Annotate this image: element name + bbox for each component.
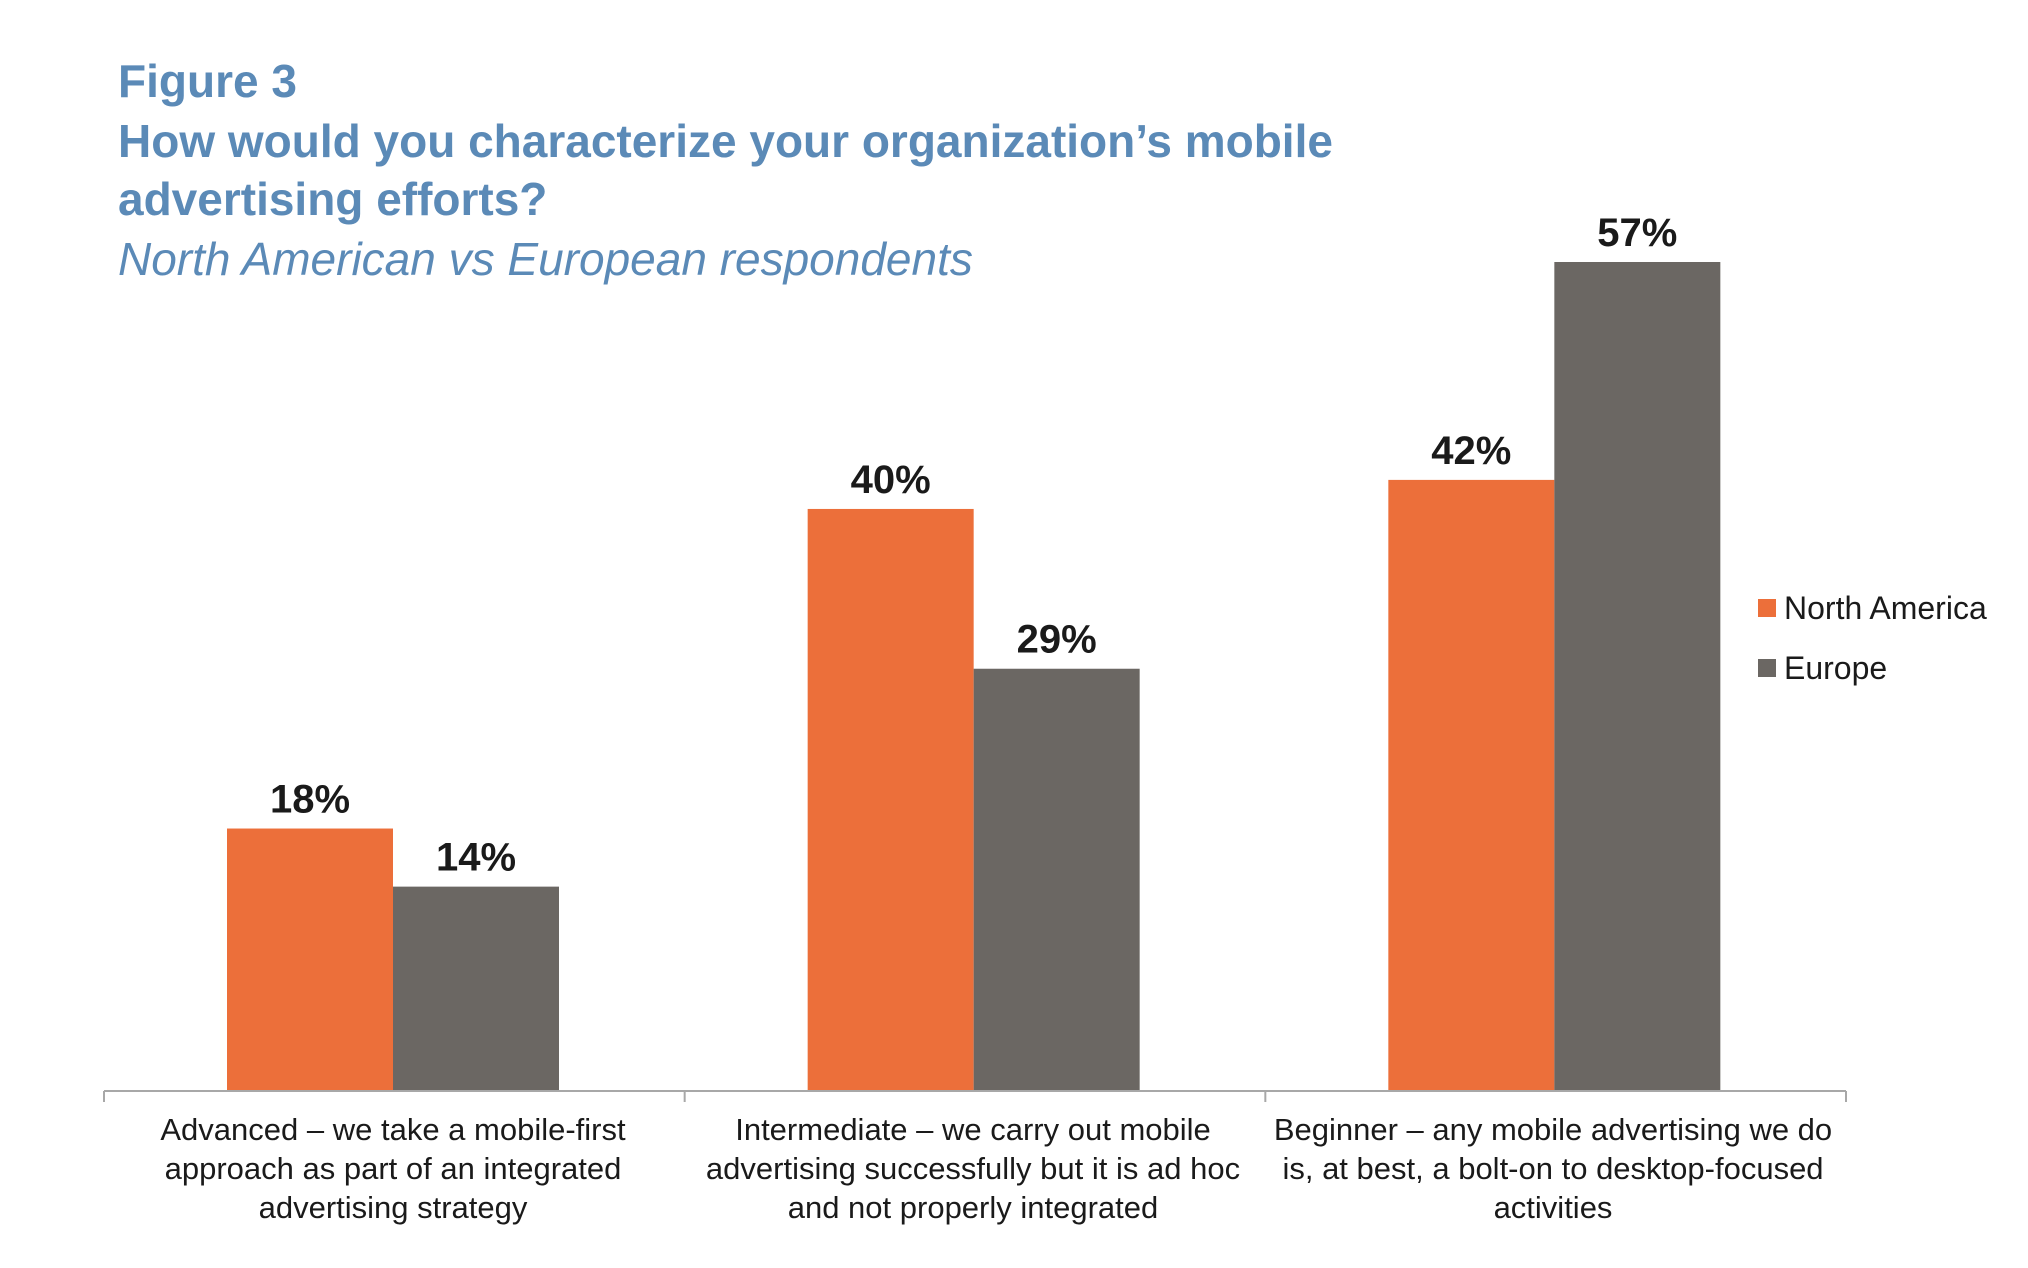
data-label-europe-intermediate: 29% xyxy=(1017,618,1097,662)
bar-north-america-beginner xyxy=(1388,479,1555,1090)
data-label-europe-advanced: 14% xyxy=(436,836,516,880)
bar-europe-beginner xyxy=(1554,262,1721,1090)
chart-subtitle: North American vs European respondents xyxy=(118,233,973,285)
legend-item-north-america: North America xyxy=(1758,578,1987,638)
data-label-north-america-advanced: 18% xyxy=(270,778,350,822)
chart-title: How would you characterize your organiza… xyxy=(118,115,1333,225)
figure-label: Figure 3 xyxy=(118,55,297,107)
legend: North America Europe xyxy=(1758,578,1987,698)
legend-swatch-north-america xyxy=(1758,599,1776,617)
legend-swatch-europe xyxy=(1758,659,1776,677)
data-label-north-america-beginner: 42% xyxy=(1431,429,1511,473)
legend-label-europe: Europe xyxy=(1784,649,1888,686)
data-label-europe-beginner: 57% xyxy=(1597,211,1677,255)
legend-label-north-america: North America xyxy=(1784,589,1987,626)
category-label-advanced: Advanced – we take a mobile-first approa… xyxy=(160,1112,626,1225)
legend-item-europe: Europe xyxy=(1758,638,1987,698)
bar-north-america-advanced xyxy=(227,828,393,1090)
bar-europe-advanced xyxy=(393,886,559,1090)
category-label-intermediate: Intermediate – we carry out mobile adver… xyxy=(705,1112,1241,1225)
bar-europe-intermediate xyxy=(973,668,1140,1090)
data-label-north-america-intermediate: 40% xyxy=(851,458,931,502)
category-label-beginner: Beginner – any mobile advertising we do … xyxy=(1273,1112,1833,1225)
bar-north-america-intermediate xyxy=(807,508,974,1090)
